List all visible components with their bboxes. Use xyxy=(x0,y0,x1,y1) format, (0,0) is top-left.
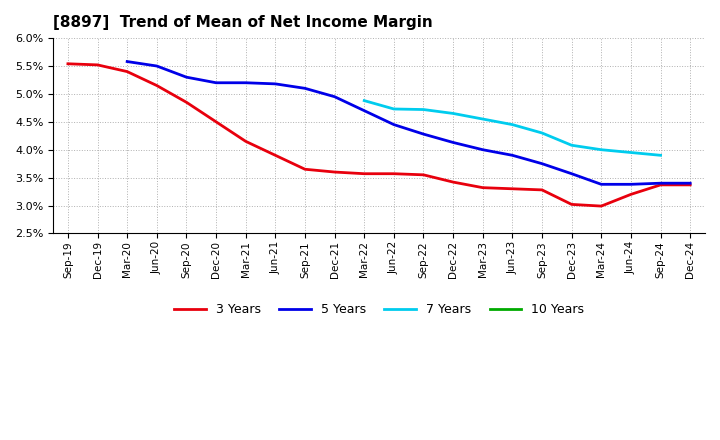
5 Years xyxy=(301,86,310,91)
5 Years xyxy=(656,180,665,186)
3 Years xyxy=(479,185,487,191)
7 Years xyxy=(508,122,517,127)
7 Years xyxy=(626,150,635,155)
3 Years xyxy=(449,180,457,185)
Line: 3 Years: 3 Years xyxy=(68,64,690,206)
7 Years xyxy=(449,111,457,116)
5 Years xyxy=(449,140,457,145)
3 Years xyxy=(626,192,635,197)
7 Years xyxy=(390,106,398,112)
3 Years xyxy=(656,182,665,187)
7 Years xyxy=(360,98,369,103)
3 Years xyxy=(360,171,369,176)
7 Years xyxy=(656,153,665,158)
3 Years xyxy=(508,186,517,191)
3 Years xyxy=(597,203,606,209)
5 Years xyxy=(508,153,517,158)
5 Years xyxy=(626,182,635,187)
3 Years xyxy=(419,172,428,177)
3 Years xyxy=(63,61,72,66)
5 Years xyxy=(182,74,191,80)
3 Years xyxy=(241,139,250,144)
5 Years xyxy=(390,122,398,127)
Line: 5 Years: 5 Years xyxy=(127,62,690,184)
3 Years xyxy=(301,167,310,172)
Text: [8897]  Trend of Mean of Net Income Margin: [8897] Trend of Mean of Net Income Margi… xyxy=(53,15,433,30)
5 Years xyxy=(567,171,576,176)
5 Years xyxy=(419,132,428,137)
3 Years xyxy=(330,169,339,175)
7 Years xyxy=(419,107,428,112)
5 Years xyxy=(360,108,369,113)
5 Years xyxy=(686,180,695,186)
3 Years xyxy=(567,202,576,207)
7 Years xyxy=(479,117,487,122)
5 Years xyxy=(597,182,606,187)
Line: 7 Years: 7 Years xyxy=(364,101,660,155)
3 Years xyxy=(123,69,132,74)
5 Years xyxy=(271,81,279,87)
3 Years xyxy=(686,182,695,187)
7 Years xyxy=(597,147,606,152)
5 Years xyxy=(479,147,487,152)
Legend: 3 Years, 5 Years, 7 Years, 10 Years: 3 Years, 5 Years, 7 Years, 10 Years xyxy=(169,298,589,321)
3 Years xyxy=(390,171,398,176)
3 Years xyxy=(212,119,220,125)
5 Years xyxy=(538,161,546,166)
3 Years xyxy=(182,99,191,105)
7 Years xyxy=(538,130,546,136)
7 Years xyxy=(567,143,576,148)
5 Years xyxy=(241,80,250,85)
3 Years xyxy=(93,62,102,67)
5 Years xyxy=(123,59,132,64)
5 Years xyxy=(153,63,161,69)
5 Years xyxy=(330,94,339,99)
3 Years xyxy=(538,187,546,193)
5 Years xyxy=(212,80,220,85)
3 Years xyxy=(271,153,279,158)
3 Years xyxy=(153,83,161,88)
